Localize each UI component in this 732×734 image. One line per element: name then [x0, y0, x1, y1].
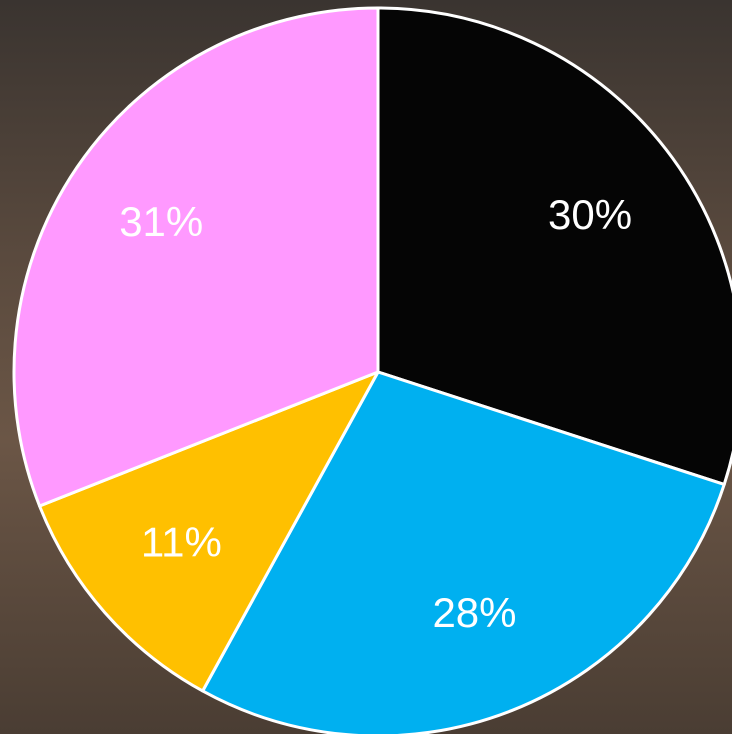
pie-slice — [376, 6, 732, 486]
data-label: 30% — [548, 191, 632, 238]
data-label: 11% — [141, 518, 222, 565]
pie-slice — [201, 370, 726, 734]
pie: 30% 28% 11% 31% — [12, 6, 732, 734]
data-label: 28% — [432, 589, 516, 636]
data-label: 31% — [119, 198, 203, 245]
pie-slice — [38, 370, 380, 693]
pie-slice — [12, 6, 380, 508]
